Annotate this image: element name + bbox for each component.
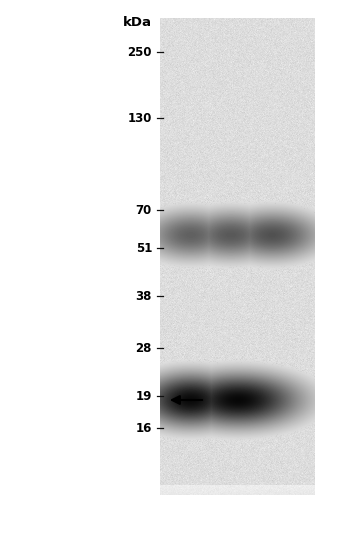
Text: 19: 19 [136, 389, 152, 402]
Text: 28: 28 [136, 341, 152, 355]
Text: 51: 51 [136, 242, 152, 255]
Text: 250: 250 [127, 46, 152, 59]
Text: kDa: kDa [123, 15, 152, 29]
Text: 16: 16 [136, 422, 152, 434]
Text: 130: 130 [127, 111, 152, 125]
Text: 70: 70 [136, 204, 152, 216]
Text: 38: 38 [136, 289, 152, 302]
